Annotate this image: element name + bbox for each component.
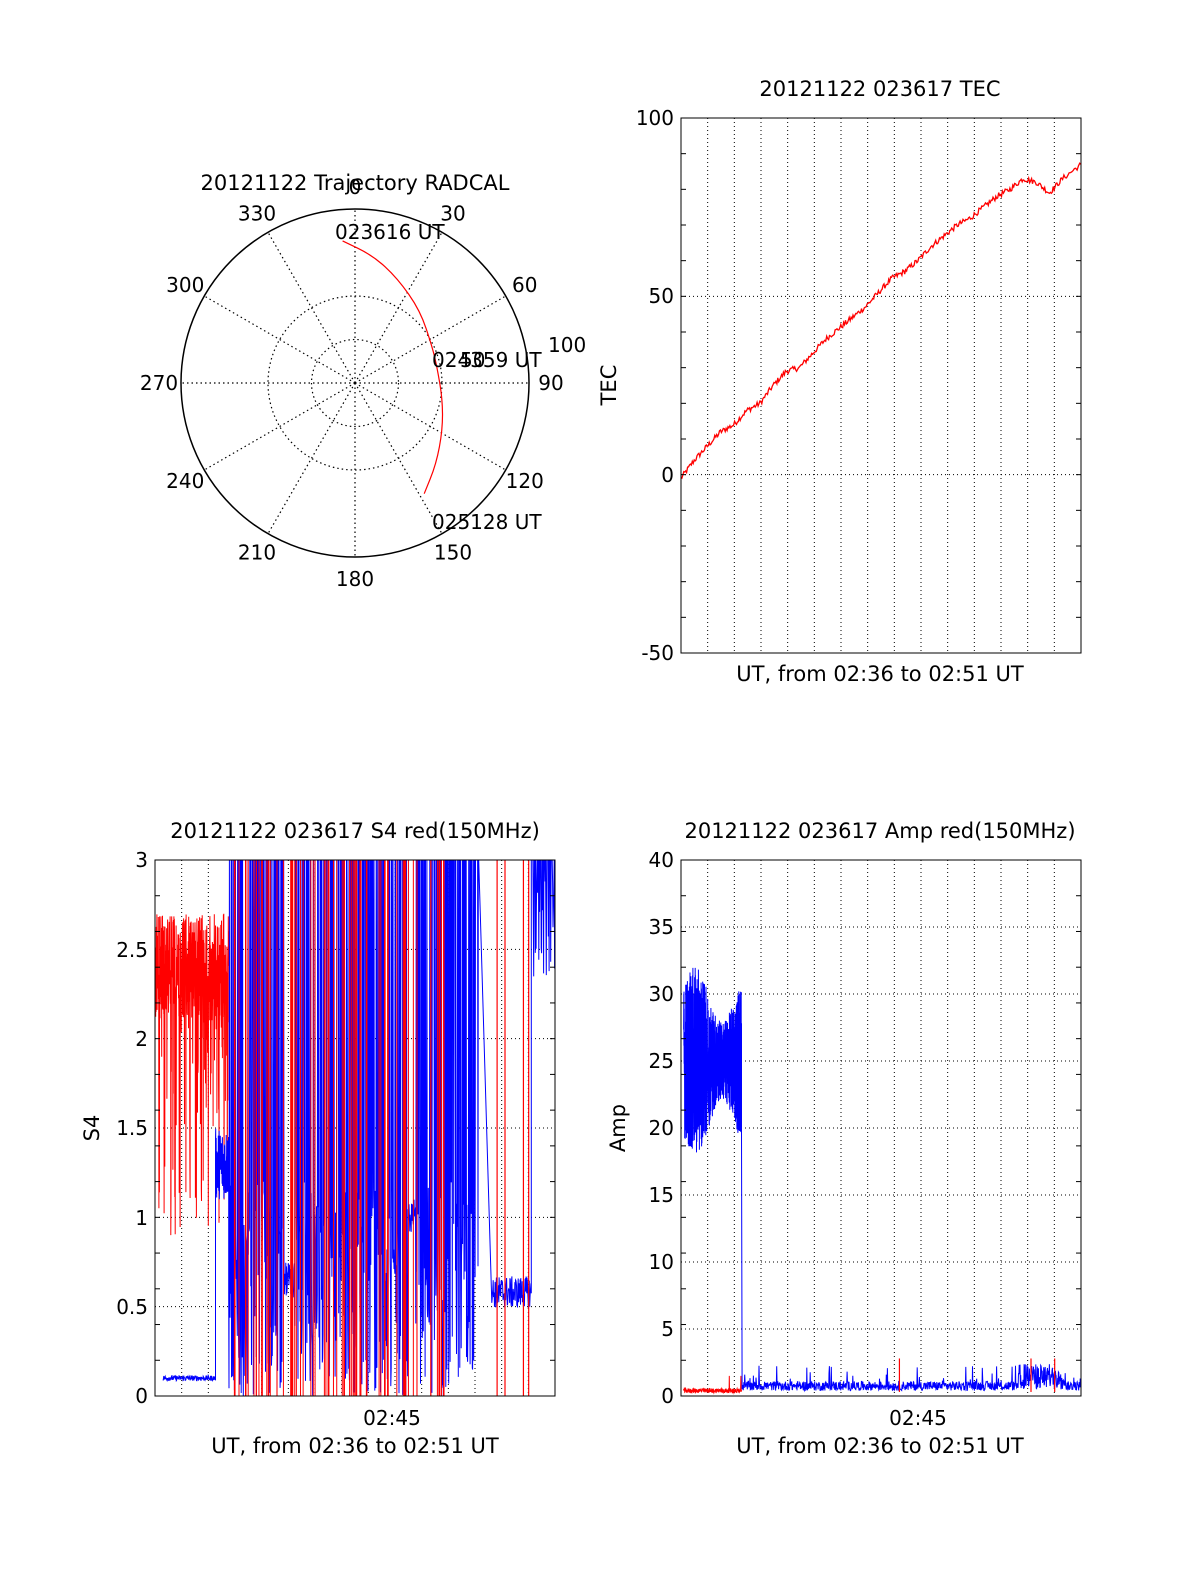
s4-ytick-1: 1 — [135, 1206, 148, 1230]
polar-angle-labels: 0 30 60 90 120 150 180 210 240 270 300 330 — [140, 175, 564, 591]
amp-ytick-5: 5 — [661, 1317, 674, 1341]
s4-panel: 20121122 023617 S4 red(150MHz) 3 2.5 2 1… — [80, 819, 556, 1458]
s4-plot-frame — [154, 859, 556, 1397]
polar-angle-label-270: 270 — [140, 371, 178, 395]
amp-title: 20121122 023617 Amp red(150MHz) — [684, 819, 1075, 843]
tec-title: 20121122 023617 TEC — [759, 77, 1000, 101]
amp-xlabel: UT, from 02:36 to 02:51 UT — [736, 1434, 1024, 1458]
amp-ytick-20: 20 — [649, 1116, 674, 1140]
amp-ytick-0: 0 — [661, 1384, 674, 1408]
radius-label-50: 50 — [460, 348, 485, 372]
trajectory-panel: 20121122 Trajectory RADCAL 0 30 60 90 120 150… — [140, 171, 586, 591]
trajectory-start-label: 023616 UT — [335, 220, 445, 244]
amp-xtick-0245: 02:45 — [889, 1406, 947, 1430]
s4-ylabel: S4 — [80, 1115, 104, 1142]
trajectory-line — [342, 240, 444, 494]
trajectory-end-label: 025128 UT — [432, 510, 542, 534]
tec-xlabel: UT, from 02:36 to 02:51 UT — [736, 662, 1024, 686]
polar-grid-circle-25 — [310, 338, 400, 428]
polar-angle-label-150: 150 — [434, 541, 472, 565]
s4-xlabel: UT, from 02:36 to 02:51 UT — [211, 1434, 499, 1458]
s4-ytick-0: 0 — [135, 1384, 148, 1408]
tec-ylabel: TEC — [597, 365, 621, 407]
s4-ytick-2_5: 2.5 — [116, 938, 148, 962]
polar-spoke-150 — [354, 382, 443, 534]
amp-minor-ticks — [681, 895, 1081, 1361]
polar-angle-label-120: 120 — [506, 469, 544, 493]
tec-panel: 20121122 023617 TEC 100 50 0 -50 UT, fro… — [597, 77, 1082, 686]
tec-series-line — [680, 162, 1082, 480]
amp-plot-frame — [680, 859, 1082, 1397]
trajectory-mid-label: 024359 UT — [432, 348, 542, 372]
polar-angle-label-240: 240 — [166, 469, 204, 493]
polar-angle-label-0: 0 — [349, 175, 362, 199]
s4-title: 20121122 023617 S4 red(150MHz) — [170, 819, 540, 843]
tec-ytick-100: 100 — [636, 106, 674, 130]
amp-panel: 20121122 023617 Amp red(150MHz) 40 35 30… — [606, 819, 1082, 1458]
polar-angle-label-330: 330 — [238, 201, 276, 225]
polar-spoke-60 — [354, 295, 506, 384]
tec-grid — [681, 118, 1081, 653]
polar-outer-circle — [180, 208, 530, 558]
amp-red-series — [683, 1375, 742, 1395]
polar-angle-label-90: 90 — [538, 371, 563, 395]
polar-angle-label-30: 30 — [440, 201, 465, 225]
polar-spoke-30 — [354, 232, 443, 384]
s4-ytick-1_5: 1.5 — [116, 1116, 148, 1140]
amp-ytick-30: 30 — [649, 982, 674, 1006]
tec-ytick-0: 0 — [661, 463, 674, 487]
polar-spoke-120 — [354, 382, 506, 471]
amp-ytick-35: 35 — [649, 915, 674, 939]
polar-angle-label-180: 180 — [336, 567, 374, 591]
polar-angle-label-300: 300 — [166, 273, 204, 297]
amp-ytick-15: 15 — [649, 1183, 674, 1207]
tec-ytick-50: 50 — [649, 284, 674, 308]
tec-minor-ticks — [681, 153, 1081, 618]
polar-angle-label-60: 60 — [512, 273, 537, 297]
s4-ytick-3: 3 — [135, 848, 148, 872]
polar-spoke-300 — [204, 295, 356, 384]
trajectory-title: 20121122 Trajectory RADCAL — [201, 171, 510, 195]
tec-ytick-neg50: -50 — [641, 641, 674, 665]
amp-blue-series — [683, 967, 1082, 1393]
polar-angle-label-210: 210 — [238, 541, 276, 565]
s4-ytick-2: 2 — [135, 1027, 148, 1051]
s4-minor-ticks — [155, 895, 555, 1361]
polar-spoke-240 — [204, 382, 356, 471]
amp-series — [683, 967, 1082, 1395]
amp-ytick-25: 25 — [649, 1049, 674, 1073]
s4-series — [154, 859, 556, 1397]
s4-red-series — [154, 913, 230, 1236]
s4-xtick-0245: 02:45 — [363, 1406, 421, 1430]
s4-ytick-0_5: 0.5 — [116, 1295, 148, 1319]
amp-ytick-40: 40 — [649, 848, 674, 872]
polar-spoke-330 — [267, 232, 356, 384]
polar-spoke-210 — [267, 382, 356, 534]
amp-ylabel: Amp — [606, 1104, 630, 1152]
radius-label-100: 100 — [548, 333, 586, 357]
polar-grid — [181, 209, 529, 557]
tec-plot-frame — [680, 117, 1082, 654]
amp-grid — [681, 860, 1081, 1396]
amp-ytick-10: 10 — [649, 1250, 674, 1274]
